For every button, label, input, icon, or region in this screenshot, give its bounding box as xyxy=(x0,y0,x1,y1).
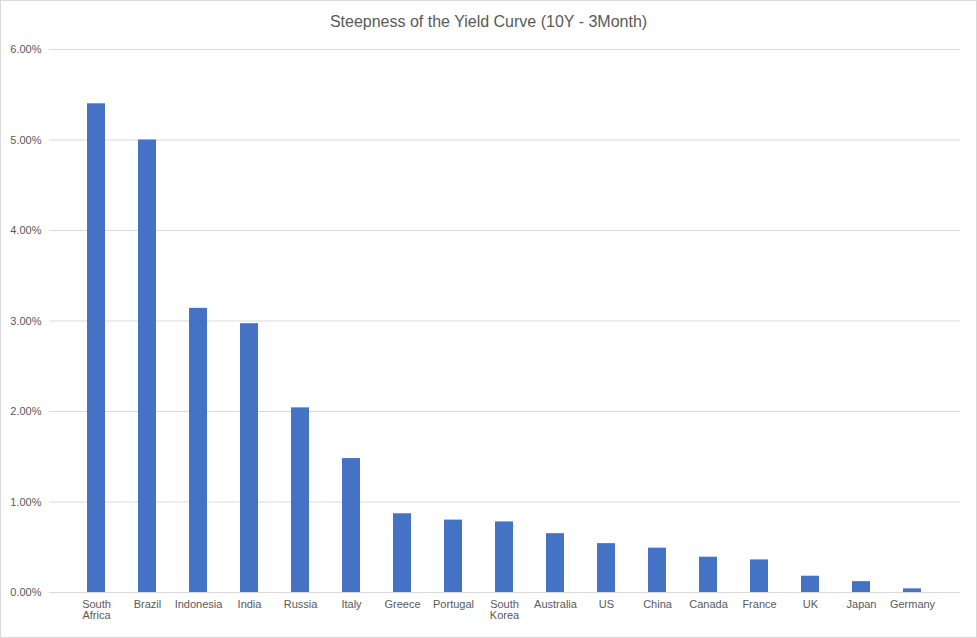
svg-text:SouthAfrica: SouthAfrica xyxy=(82,598,111,621)
svg-text:2.00%: 2.00% xyxy=(10,405,41,417)
svg-text:Brazil: Brazil xyxy=(134,598,162,610)
svg-text:Italy: Italy xyxy=(341,598,362,610)
svg-text:Portugal: Portugal xyxy=(433,598,474,610)
svg-text:Australia: Australia xyxy=(534,598,578,610)
svg-text:6.00%: 6.00% xyxy=(10,43,41,55)
svg-text:0.00%: 0.00% xyxy=(10,586,41,598)
svg-text:France: France xyxy=(742,598,776,610)
svg-text:4.00%: 4.00% xyxy=(10,224,41,236)
svg-text:Japan: Japan xyxy=(847,598,877,610)
svg-text:Indonesia: Indonesia xyxy=(175,598,224,610)
svg-text:China: China xyxy=(643,598,673,610)
svg-text:Greece: Greece xyxy=(384,598,420,610)
svg-text:US: US xyxy=(599,598,614,610)
svg-text:3.00%: 3.00% xyxy=(10,315,41,327)
svg-text:Canada: Canada xyxy=(689,598,728,610)
svg-text:India: India xyxy=(238,598,263,610)
svg-text:Germany: Germany xyxy=(890,598,936,610)
html-text:Steepness of the Yield Curve (: Steepness of the Yield Curve (10Y - 3Mon… xyxy=(329,13,648,30)
svg-text:Russia: Russia xyxy=(284,598,319,610)
svg-text:SouthKorea: SouthKorea xyxy=(490,598,520,621)
svg-text:5.00%: 5.00% xyxy=(10,134,41,146)
svg-text:UK: UK xyxy=(803,598,819,610)
svg-text:1.00%: 1.00% xyxy=(10,496,41,508)
